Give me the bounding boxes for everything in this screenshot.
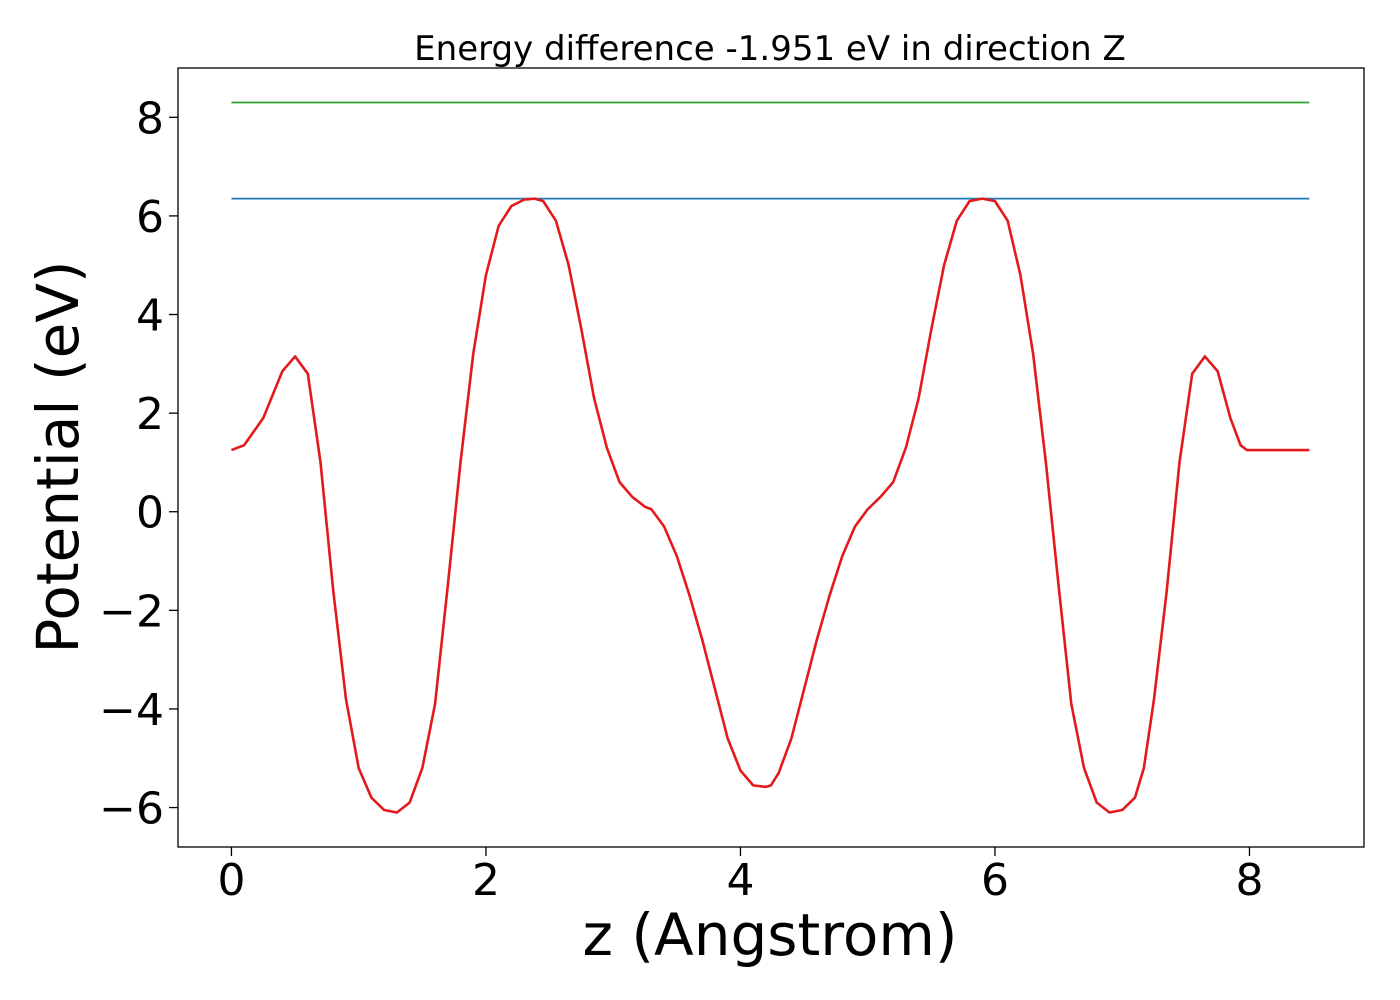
y-tick-label: 4 <box>136 291 164 342</box>
potential-curve <box>230 197 1310 814</box>
y-tick-label: 2 <box>136 389 164 440</box>
x-tick-label: 6 <box>981 855 1009 906</box>
x-axis-label: z (Angstrom) <box>583 901 958 969</box>
y-tick-label: −4 <box>99 685 164 736</box>
x-tick-label: 2 <box>472 855 500 906</box>
x-tick-label: 4 <box>726 855 754 906</box>
y-tick-label: 6 <box>136 192 164 243</box>
y-tick-label: −6 <box>99 784 164 835</box>
y-axis-ticks: −6 −4 −2 0 2 4 6 8 <box>99 93 178 835</box>
x-tick-label: 8 <box>1235 855 1263 906</box>
x-axis-ticks: 0 2 4 6 8 <box>217 847 1263 906</box>
y-tick-label: 0 <box>136 488 164 539</box>
y-tick-label: 8 <box>136 93 164 144</box>
y-axis-label: Potential (eV) <box>24 260 92 653</box>
x-tick-label: 0 <box>217 855 245 906</box>
plot-area <box>230 101 1310 814</box>
chart-title: Energy difference -1.951 eV in direction… <box>414 29 1126 69</box>
y-tick-label: −2 <box>99 586 164 637</box>
plot-frame <box>177 67 1365 848</box>
